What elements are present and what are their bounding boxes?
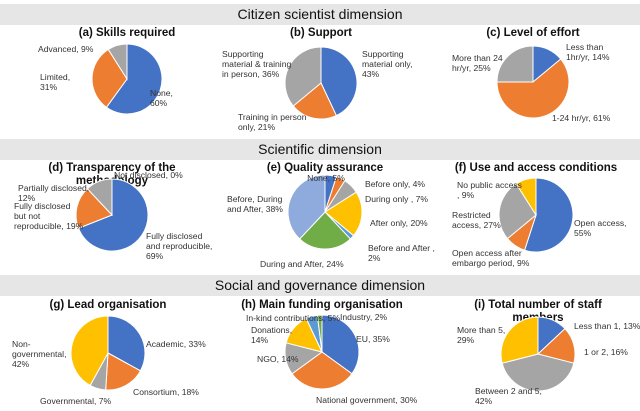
pie-slice	[105, 352, 142, 391]
chart-title: (d) Transparency of the	[48, 162, 175, 174]
pie-slice	[498, 183, 537, 240]
pie-slice	[75, 188, 113, 229]
pie-slice	[320, 46, 358, 117]
slice-label: After only, 20%	[370, 218, 428, 228]
slice-label: Supporting material only, 43%	[362, 49, 412, 79]
slice-label: Less than 1, 13%	[574, 321, 640, 331]
slice-label: Industry, 2%	[340, 312, 387, 322]
slice-label: Advanced, 9%	[38, 44, 94, 54]
slice-label: Training in person only, 21%	[238, 112, 307, 132]
slice-label: More than 24 hr/yr, 25%	[452, 53, 503, 73]
pie-chart-2: (b) Support Supporting material only, 43% Tr…	[222, 27, 412, 132]
pie-chart-8: (h) Main funding organisation EU, 35% Nati…	[241, 299, 417, 405]
pie-slice	[287, 174, 326, 240]
pie-slice	[298, 211, 352, 250]
pie-slice	[70, 315, 109, 387]
pie-chart-9: (i) Total number of staffmembersLess tha…	[457, 299, 640, 406]
pie-chart-3: (c) Level of effort Less than 1hr/yr, 14% 1…	[452, 27, 611, 123]
slice-label: Non-governmental, 42%	[12, 339, 66, 369]
slice-label: Limited, 31%	[40, 72, 70, 92]
slice-label: None, 60%	[150, 88, 173, 108]
pie-slice	[91, 48, 128, 109]
pie-chart-1: (a) Skills required None, 60% Limited, 31% Ad…	[38, 27, 176, 115]
slice-label: Fully disclosed and reproducible, 69%	[146, 231, 212, 261]
slice-label: 1-24 hr/yr, 61%	[552, 113, 611, 123]
pie-chart-6: (f) Use and access conditions Open access…	[452, 162, 627, 268]
section-header-social: Social and governance dimension	[0, 275, 640, 296]
pie-slice	[316, 314, 323, 353]
pie-slice	[105, 43, 163, 115]
pie-chart-7: (g) Lead organisation Academic, 33% Consor…	[12, 299, 206, 406]
slice-label: 1 or 2, 16%	[584, 347, 628, 357]
chart-title: (g) Lead organisation	[50, 299, 167, 311]
slice-label: None, 5%	[307, 173, 345, 183]
slice-label: During only , 7%	[365, 194, 428, 204]
chart-title: (b) Support	[290, 27, 352, 39]
chart-title: (c) Level of effort	[486, 27, 579, 39]
slice-label: EU, 35%	[356, 334, 390, 344]
slice-label: Not disclosed, 0%	[114, 170, 183, 180]
slice-label: Academic, 33%	[146, 339, 206, 349]
slice-label: Supporting material & training in person, …	[222, 49, 291, 79]
slice-label: Partially disclosed, 12%	[18, 183, 89, 203]
slice-label: Fully disclosed but not reproducible, 19%	[14, 201, 84, 231]
slice-label: Between 2 and 5, 42%	[475, 386, 542, 406]
slice-label: NGO, 14%	[257, 354, 299, 364]
slice-label: Donations, 14%	[251, 325, 292, 345]
pie-slice	[324, 191, 363, 237]
slice-label: National government, 30%	[316, 395, 418, 405]
slice-label: Before only, 4%	[365, 179, 425, 189]
pie-slice	[515, 177, 537, 217]
slice-label: More than 5, 29%	[457, 325, 505, 345]
pie-slice	[496, 58, 570, 119]
chart-title: (h) Main funding organisation	[241, 299, 403, 311]
chart-title: (i) Total number of staff	[474, 299, 602, 311]
slice-label: Governmental, 7%	[40, 396, 112, 406]
section-header-citizen: Citizen scientist dimension	[0, 4, 640, 25]
pie-slice	[86, 178, 113, 217]
pie-slice	[292, 82, 337, 120]
slice-label: During and After, 24%	[260, 259, 344, 269]
pie-slice	[496, 45, 534, 83]
chart-title: (f) Use and access conditions	[455, 162, 617, 174]
slice-label: Open access after embargo period, 9%	[452, 248, 530, 268]
slice-label: Restricted access, 27%	[452, 210, 501, 230]
slice-label: No public access, 9%	[457, 180, 522, 200]
pie-slice	[500, 316, 539, 364]
pie-slice	[501, 353, 575, 392]
pie-slice	[321, 314, 360, 375]
slice-label: Open access, 55%	[574, 218, 627, 238]
pie-slice	[77, 178, 149, 252]
pie-slice	[107, 43, 128, 81]
chart-title: (e) Quality assurance	[267, 162, 383, 174]
slice-label: Before and After , 2%	[368, 243, 435, 263]
slice-label: Before, During and After, 38%	[227, 194, 283, 214]
chart-title: (a) Skills required	[79, 27, 176, 39]
slice-label: Less than 1hr/yr, 14%	[566, 42, 610, 62]
slice-label: In-kind contributions, 5%	[246, 313, 340, 323]
slice-label: Consortium, 18%	[133, 387, 199, 397]
section-header-scientific: Scientific dimension	[0, 139, 640, 160]
pie-slice	[284, 46, 322, 107]
pie-slice	[107, 315, 146, 372]
pie-slice	[291, 351, 353, 390]
pie-chart-4: (d) Transparency of themethodologyFully …	[14, 162, 212, 261]
pie-slice	[523, 177, 574, 253]
